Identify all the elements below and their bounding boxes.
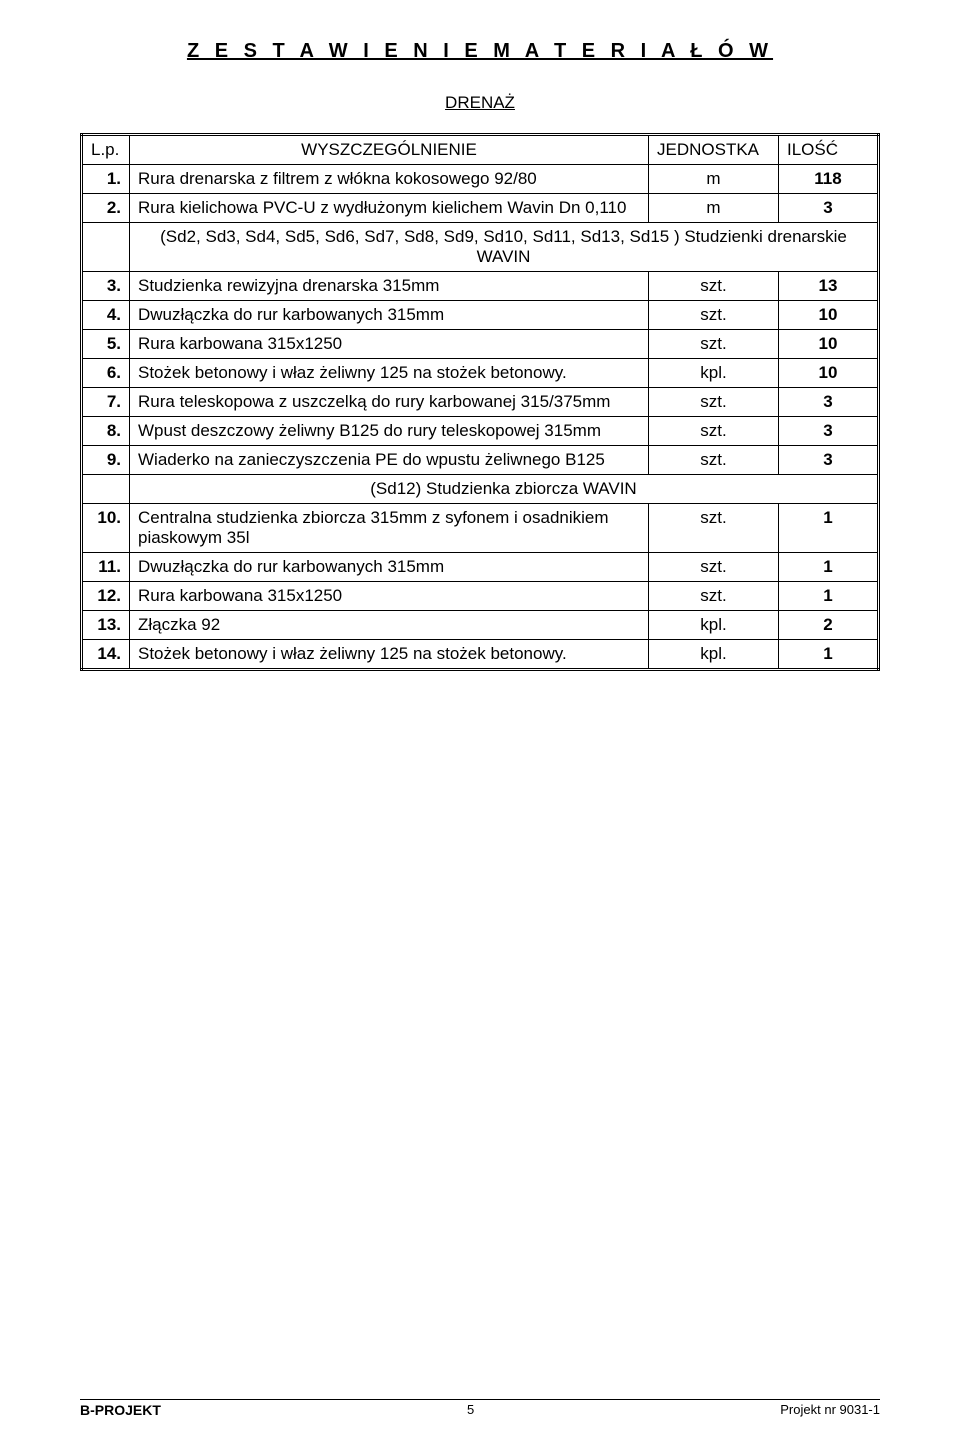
cell-lp xyxy=(82,223,130,272)
table-row: 8.Wpust deszczowy żeliwny B125 do rury t… xyxy=(82,417,879,446)
cell-qty: 10 xyxy=(779,330,879,359)
cell-desc: Rura teleskopowa z uszczelką do rury kar… xyxy=(130,388,649,417)
cell-lp: 2. xyxy=(82,194,130,223)
table-row: 13.Złączka 92kpl.2 xyxy=(82,611,879,640)
cell-lp: 10. xyxy=(82,504,130,553)
cell-unit: szt. xyxy=(649,330,779,359)
cell-qty: 13 xyxy=(779,272,879,301)
cell-qty: 3 xyxy=(779,446,879,475)
cell-qty: 3 xyxy=(779,194,879,223)
cell-desc: Dwuzłączka do rur karbowanych 315mm xyxy=(130,553,649,582)
cell-unit: kpl. xyxy=(649,611,779,640)
cell-desc: Złączka 92 xyxy=(130,611,649,640)
table-section-row: (Sd12) Studzienka zbiorcza WAVIN xyxy=(82,475,879,504)
cell-unit: szt. xyxy=(649,446,779,475)
cell-lp: 14. xyxy=(82,640,130,670)
cell-desc: Centralna studzienka zbiorcza 315mm z sy… xyxy=(130,504,649,553)
cell-qty: 3 xyxy=(779,417,879,446)
table-row: 7.Rura teleskopowa z uszczelką do rury k… xyxy=(82,388,879,417)
cell-lp: 7. xyxy=(82,388,130,417)
cell-lp: 13. xyxy=(82,611,130,640)
footer-right: Projekt nr 9031-1 xyxy=(780,1402,880,1418)
cell-qty: 1 xyxy=(779,553,879,582)
cell-unit: szt. xyxy=(649,504,779,553)
cell-unit: szt. xyxy=(649,388,779,417)
cell-lp: 12. xyxy=(82,582,130,611)
table-row: 10.Centralna studzienka zbiorcza 315mm z… xyxy=(82,504,879,553)
cell-qty: 2 xyxy=(779,611,879,640)
cell-qty: 10 xyxy=(779,301,879,330)
cell-qty: 1 xyxy=(779,640,879,670)
table-row: 3.Studzienka rewizyjna drenarska 315mmsz… xyxy=(82,272,879,301)
table-row: 2.Rura kielichowa PVC-U z wydłużonym kie… xyxy=(82,194,879,223)
cell-desc: Wpust deszczowy żeliwny B125 do rury tel… xyxy=(130,417,649,446)
cell-desc: Stożek betonowy i właz żeliwny 125 na st… xyxy=(130,640,649,670)
cell-lp: 1. xyxy=(82,165,130,194)
cell-lp: 4. xyxy=(82,301,130,330)
cell-desc: Wiaderko na zanieczyszczenia PE do wpust… xyxy=(130,446,649,475)
cell-desc: Studzienka rewizyjna drenarska 315mm xyxy=(130,272,649,301)
col-header-unit: JEDNOSTKA xyxy=(649,135,779,165)
cell-desc: Rura drenarska z filtrem z włókna kokoso… xyxy=(130,165,649,194)
table-row: 9.Wiaderko na zanieczyszczenia PE do wpu… xyxy=(82,446,879,475)
table-row: 11.Dwuzłączka do rur karbowanych 315mmsz… xyxy=(82,553,879,582)
col-header-qty: ILOŚĆ xyxy=(779,135,879,165)
table-row: 6.Stożek betonowy i właz żeliwny 125 na … xyxy=(82,359,879,388)
cell-desc: Rura kielichowa PVC-U z wydłużonym kieli… xyxy=(130,194,649,223)
cell-desc: Rura karbowana 315x1250 xyxy=(130,582,649,611)
cell-unit: szt. xyxy=(649,272,779,301)
col-header-lp: L.p. xyxy=(82,135,130,165)
cell-lp: 11. xyxy=(82,553,130,582)
table-row: 5.Rura karbowana 315x1250szt.10 xyxy=(82,330,879,359)
cell-qty: 118 xyxy=(779,165,879,194)
cell-unit: szt. xyxy=(649,417,779,446)
cell-qty: 3 xyxy=(779,388,879,417)
section-label: (Sd2, Sd3, Sd4, Sd5, Sd6, Sd7, Sd8, Sd9,… xyxy=(130,223,879,272)
cell-unit: m xyxy=(649,165,779,194)
cell-desc: Rura karbowana 315x1250 xyxy=(130,330,649,359)
table-header-row: L.p. WYSZCZEGÓLNIENIE JEDNOSTKA ILOŚĆ xyxy=(82,135,879,165)
table-row: 4.Dwuzłączka do rur karbowanych 315mmszt… xyxy=(82,301,879,330)
page-title: Z E S T A W I E N I E M A T E R I A Ł Ó … xyxy=(80,40,880,63)
table-row: 12.Rura karbowana 315x1250szt.1 xyxy=(82,582,879,611)
table-section-row: (Sd2, Sd3, Sd4, Sd5, Sd6, Sd7, Sd8, Sd9,… xyxy=(82,223,879,272)
cell-unit: szt. xyxy=(649,553,779,582)
cell-lp: 5. xyxy=(82,330,130,359)
cell-unit: kpl. xyxy=(649,359,779,388)
footer-page-number: 5 xyxy=(467,1402,474,1418)
table-row: 1.Rura drenarska z filtrem z włókna koko… xyxy=(82,165,879,194)
materials-table: L.p. WYSZCZEGÓLNIENIE JEDNOSTKA ILOŚĆ 1.… xyxy=(80,133,880,671)
footer-left: B-PROJEKT xyxy=(80,1402,161,1418)
page-footer: B-PROJEKT 5 Projekt nr 9031-1 xyxy=(80,1399,880,1418)
cell-unit: m xyxy=(649,194,779,223)
cell-desc: Stożek betonowy i właz żeliwny 125 na st… xyxy=(130,359,649,388)
cell-qty: 1 xyxy=(779,504,879,553)
cell-qty: 10 xyxy=(779,359,879,388)
cell-qty: 1 xyxy=(779,582,879,611)
cell-unit: kpl. xyxy=(649,640,779,670)
cell-lp: 9. xyxy=(82,446,130,475)
cell-unit: szt. xyxy=(649,301,779,330)
cell-lp xyxy=(82,475,130,504)
table-row: 14.Stożek betonowy i właz żeliwny 125 na… xyxy=(82,640,879,670)
cell-unit: szt. xyxy=(649,582,779,611)
subhead: DRENAŻ xyxy=(80,93,880,113)
cell-lp: 8. xyxy=(82,417,130,446)
cell-lp: 6. xyxy=(82,359,130,388)
section-label: (Sd12) Studzienka zbiorcza WAVIN xyxy=(130,475,879,504)
cell-lp: 3. xyxy=(82,272,130,301)
col-header-desc: WYSZCZEGÓLNIENIE xyxy=(130,135,649,165)
cell-desc: Dwuzłączka do rur karbowanych 315mm xyxy=(130,301,649,330)
